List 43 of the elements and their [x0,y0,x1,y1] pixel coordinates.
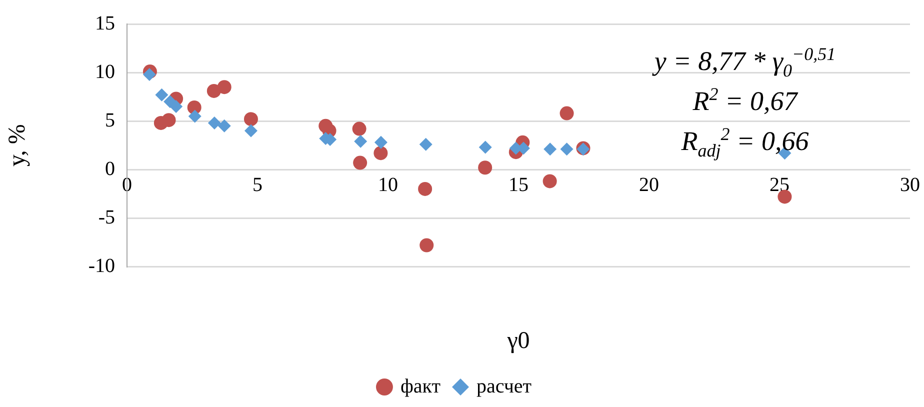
y-axis-title: y, % [4,124,31,167]
point [142,68,156,81]
x-tick-label: 15 [508,174,528,196]
y-tick-label: 15 [95,12,115,34]
point [374,136,388,149]
point [560,106,574,120]
point [419,138,432,151]
point [155,88,168,102]
point [478,160,492,175]
point [170,100,183,113]
point [418,182,432,196]
x-tick-label: 10 [378,174,398,196]
point [420,238,434,252]
x-tick-label: 20 [639,174,659,196]
x-tick-label: 5 [252,174,262,196]
point [244,112,258,126]
y-tick-label: 5 [105,109,115,132]
legend-label: факт [400,375,441,398]
point [217,80,232,94]
annotation: R$^{2}$ = 0,67 [692,84,798,116]
annotation: R$_{adj}$$^{2}$ = 0,66 [681,124,809,160]
point [218,119,231,132]
point [354,134,368,148]
x-tick-label: 30 [900,174,920,196]
point [560,142,574,156]
y-tick-label: 0 [105,158,115,180]
y-tick-label: -10 [88,254,115,277]
point [478,140,492,154]
point [374,146,388,160]
point [188,110,202,123]
x-tick-label: 0 [122,174,132,196]
point [544,142,557,156]
point [778,190,792,204]
point [352,122,366,136]
point [208,116,221,130]
legend-label: расчет [476,375,532,398]
point [353,156,368,170]
y-tick-label: -5 [98,206,115,228]
point [542,174,557,188]
x-axis-title: γ0 [506,328,530,354]
point [244,124,258,138]
point [162,113,176,128]
y-tick-label: 10 [95,60,115,83]
